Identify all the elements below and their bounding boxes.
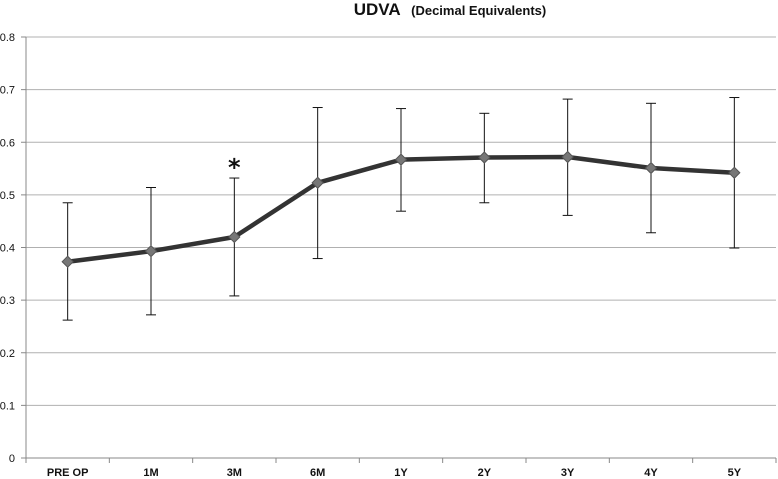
axes <box>25 37 777 463</box>
x-tick-label: 2Y <box>478 467 492 479</box>
data-point-marker <box>394 153 408 166</box>
gridlines <box>21 36 776 459</box>
x-axis-tick-labels: PRE OP 1M 3M 6M 1Y 2Y 3Y 4Y 5Y <box>47 467 742 479</box>
y-tick-label: 0.2 <box>0 348 15 360</box>
x-tick-label: PRE OP <box>47 467 89 479</box>
data-point-marker <box>311 176 324 189</box>
y-axis-tick-labels: 0 0.1 0.2 0.3 0.4 0.5 0.6 0.7 0.8 <box>0 32 15 465</box>
annotations: * <box>228 153 241 181</box>
y-tick-label: 0.7 <box>0 85 15 97</box>
chart-title-main: UDVA <box>354 0 401 19</box>
x-tick-label: 5Y <box>728 467 742 479</box>
significance-asterisk: * <box>228 153 241 181</box>
data-point-marker <box>644 161 658 175</box>
data-point-marker <box>228 230 241 244</box>
y-tick-label: 0.1 <box>0 400 15 412</box>
x-tick-label: 4Y <box>644 467 658 479</box>
x-tick-label: 3Y <box>561 467 575 479</box>
data-point-marker <box>561 150 574 164</box>
x-tick-label: 1Y <box>394 467 408 479</box>
chart-title-text: UDVA (Decimal Equivalents) <box>354 0 546 19</box>
data-point-marker <box>478 151 491 164</box>
x-tick-label: 6M <box>310 467 325 479</box>
y-tick-label: 0.4 <box>0 243 15 255</box>
y-tick-label: 0.5 <box>0 190 15 202</box>
y-tick-label: 0.6 <box>0 137 15 149</box>
error-bars <box>62 97 740 321</box>
data-point-marker <box>728 166 741 179</box>
data-point-marker <box>61 255 74 268</box>
data-point-marker <box>144 244 158 258</box>
data-points <box>61 150 741 268</box>
chart-title: UDVA (Decimal Equivalents) <box>354 0 546 19</box>
x-tick-label: 1M <box>143 467 158 479</box>
y-tick-label: 0.8 <box>0 32 15 44</box>
y-tick-label: 0.3 <box>0 295 15 307</box>
y-tick-label: 0 <box>9 453 15 465</box>
x-tick-label: 3M <box>227 467 242 479</box>
chart-subtitle: (Decimal Equivalents) <box>411 3 546 18</box>
